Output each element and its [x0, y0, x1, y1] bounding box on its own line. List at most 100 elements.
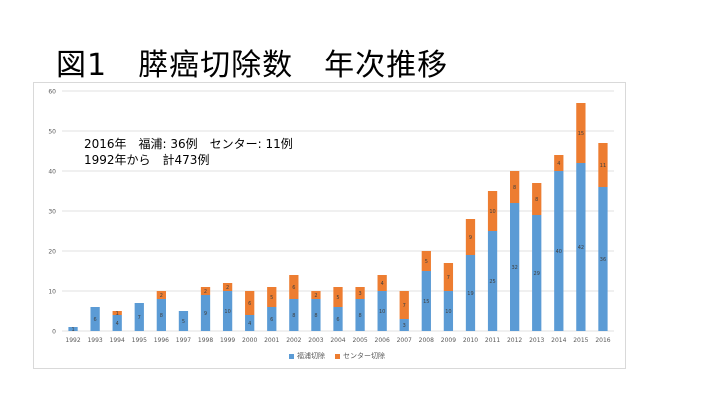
stacked-bar-chart: 0102030405060119926199341199471995821996… — [48, 89, 614, 344]
bar-center-2002 — [289, 275, 299, 299]
x-tick-label-2002: 2002 — [286, 337, 301, 344]
x-tick-label-2012: 2012 — [507, 337, 522, 344]
bar-center-2013 — [532, 183, 542, 215]
bar-fukuura-1994 — [112, 315, 122, 331]
x-tick-label-2004: 2004 — [330, 337, 345, 344]
x-tick-label-2000: 2000 — [242, 337, 257, 344]
bar-fukuura-2013 — [532, 215, 542, 331]
data-label-fukuura-2007: 3 — [403, 323, 406, 329]
data-label-center-2014: 4 — [557, 161, 560, 167]
x-tick-label-2013: 2013 — [529, 337, 544, 344]
data-label-fukuura-1995: 7 — [138, 315, 141, 321]
x-tick-label-1994: 1994 — [110, 337, 125, 344]
data-label-fukuura-2008: 15 — [423, 299, 429, 305]
chart-frame: 0 10 20 30 40 50 60 1 1992 6 1993 4 1 1994 7 1995 8 2 1996… — [33, 82, 626, 369]
data-label-fukuura-1996: 8 — [160, 313, 163, 319]
data-label-center-2003: 2 — [314, 293, 317, 299]
bar-fukuura-2009 — [443, 291, 454, 331]
x-tick-label-2003: 2003 — [308, 337, 323, 344]
x-tick-label-2014: 2014 — [551, 337, 566, 344]
legend-item-center: センター切除 — [335, 351, 385, 361]
y-tick-label-10: 10 — [48, 289, 56, 296]
data-label-fukuura-2013: 29 — [534, 271, 540, 277]
data-label-center-1994: 1 — [116, 311, 119, 317]
bar-fukuura-2014 — [554, 171, 564, 331]
legend-label-fukuura: 福浦切除 — [297, 352, 325, 360]
x-tick-label-2009: 2009 — [441, 337, 456, 344]
bar-fukuura-2012 — [510, 203, 520, 331]
y-tick-label-30: 30 — [48, 209, 56, 216]
data-label-center-2015: 15 — [578, 131, 584, 137]
bar-fukuura-2002 — [289, 299, 299, 331]
slide-title: 図1 膵癌切除数 年次推移 — [56, 48, 449, 83]
bar-center-2011 — [487, 191, 498, 231]
bar-center-1994 — [112, 311, 122, 315]
data-label-center-2005: 3 — [358, 291, 361, 297]
legend-label-center: センター切除 — [343, 352, 385, 360]
bar-fukuura-2005 — [355, 299, 365, 331]
x-tick-label-2011: 2011 — [485, 337, 500, 344]
data-label-fukuura-2001: 6 — [270, 317, 273, 323]
bar-fukuura-2011 — [487, 231, 498, 331]
data-label-fukuura-1992: 1 — [71, 327, 74, 333]
data-label-fukuura-1994: 4 — [116, 321, 119, 327]
data-label-fukuura-2016: 36 — [600, 257, 606, 263]
bar-fukuura-2006 — [377, 291, 387, 331]
bar-center-2014 — [554, 155, 564, 171]
summary-note-2016: 2016年 福浦: 36例 センター: 11例 — [84, 137, 293, 151]
x-tick-label-2010: 2010 — [463, 337, 478, 344]
bar-center-1998 — [200, 287, 211, 295]
data-label-center-2006: 4 — [381, 281, 384, 287]
bar-fukuura-1996 — [156, 299, 166, 331]
bar-center-1996 — [156, 291, 166, 299]
bar-fukuura-2003 — [311, 299, 321, 331]
data-label-fukuura-2015: 42 — [578, 245, 584, 251]
x-tick-label-1999: 1999 — [220, 337, 235, 344]
data-label-center-2000: 6 — [248, 301, 251, 307]
data-label-center-1996: 2 — [160, 293, 163, 299]
data-label-fukuura-1999: 10 — [224, 309, 230, 315]
bar-center-2007 — [399, 291, 409, 319]
bar-center-1999 — [222, 283, 233, 291]
y-tick-label-50: 50 — [48, 129, 56, 136]
y-tick-label-20: 20 — [48, 249, 56, 256]
x-tick-label-2006: 2006 — [375, 337, 390, 344]
bar-fukuura-2015 — [576, 163, 586, 331]
legend-swatch-center — [335, 353, 340, 359]
bar-fukuura-1997 — [178, 311, 189, 331]
data-label-center-1999: 2 — [226, 285, 229, 291]
x-tick-label-2015: 2015 — [573, 337, 588, 344]
x-tick-label-1996: 1996 — [154, 337, 169, 344]
data-label-fukuura-2014: 40 — [556, 249, 562, 255]
x-tick-label-1995: 1995 — [132, 337, 147, 344]
bar-center-2004 — [333, 287, 343, 307]
data-label-fukuura-1998: 9 — [204, 311, 207, 317]
y-tick-label-40: 40 — [48, 169, 56, 176]
data-label-fukuura-1993: 6 — [94, 317, 97, 323]
bar-center-2012 — [510, 171, 520, 203]
x-tick-label-2016: 2016 — [595, 337, 610, 344]
bar-fukuura-2008 — [421, 271, 431, 331]
x-tick-label-2001: 2001 — [264, 337, 279, 344]
data-label-fukuura-2002: 8 — [292, 313, 295, 319]
bar-center-2006 — [377, 275, 387, 291]
bar-center-2009 — [443, 263, 454, 291]
data-label-fukuura-1997: 5 — [182, 319, 185, 325]
data-label-fukuura-2004: 6 — [336, 317, 339, 323]
chart-legend: 福浦切除 センター切除 — [289, 351, 385, 361]
data-label-fukuura-2010: 19 — [467, 291, 473, 297]
bar-fukuura-1995 — [134, 303, 144, 331]
bar-center-2016 — [598, 143, 608, 187]
x-tick-label-1997: 1997 — [176, 337, 191, 344]
legend-swatch-fukuura — [289, 353, 294, 359]
bar-center-2008 — [421, 251, 431, 271]
bar-fukuura-1993 — [90, 307, 100, 331]
bar-center-2015 — [576, 103, 586, 163]
bar-fukuura-2010 — [465, 255, 476, 331]
x-tick-label-2005: 2005 — [352, 337, 367, 344]
x-tick-label-1993: 1993 — [87, 337, 102, 344]
data-label-fukuura-2009: 10 — [445, 309, 451, 315]
data-label-center-1998: 2 — [204, 289, 207, 295]
bar-center-2005 — [355, 287, 365, 299]
bar-center-2000 — [245, 291, 255, 315]
